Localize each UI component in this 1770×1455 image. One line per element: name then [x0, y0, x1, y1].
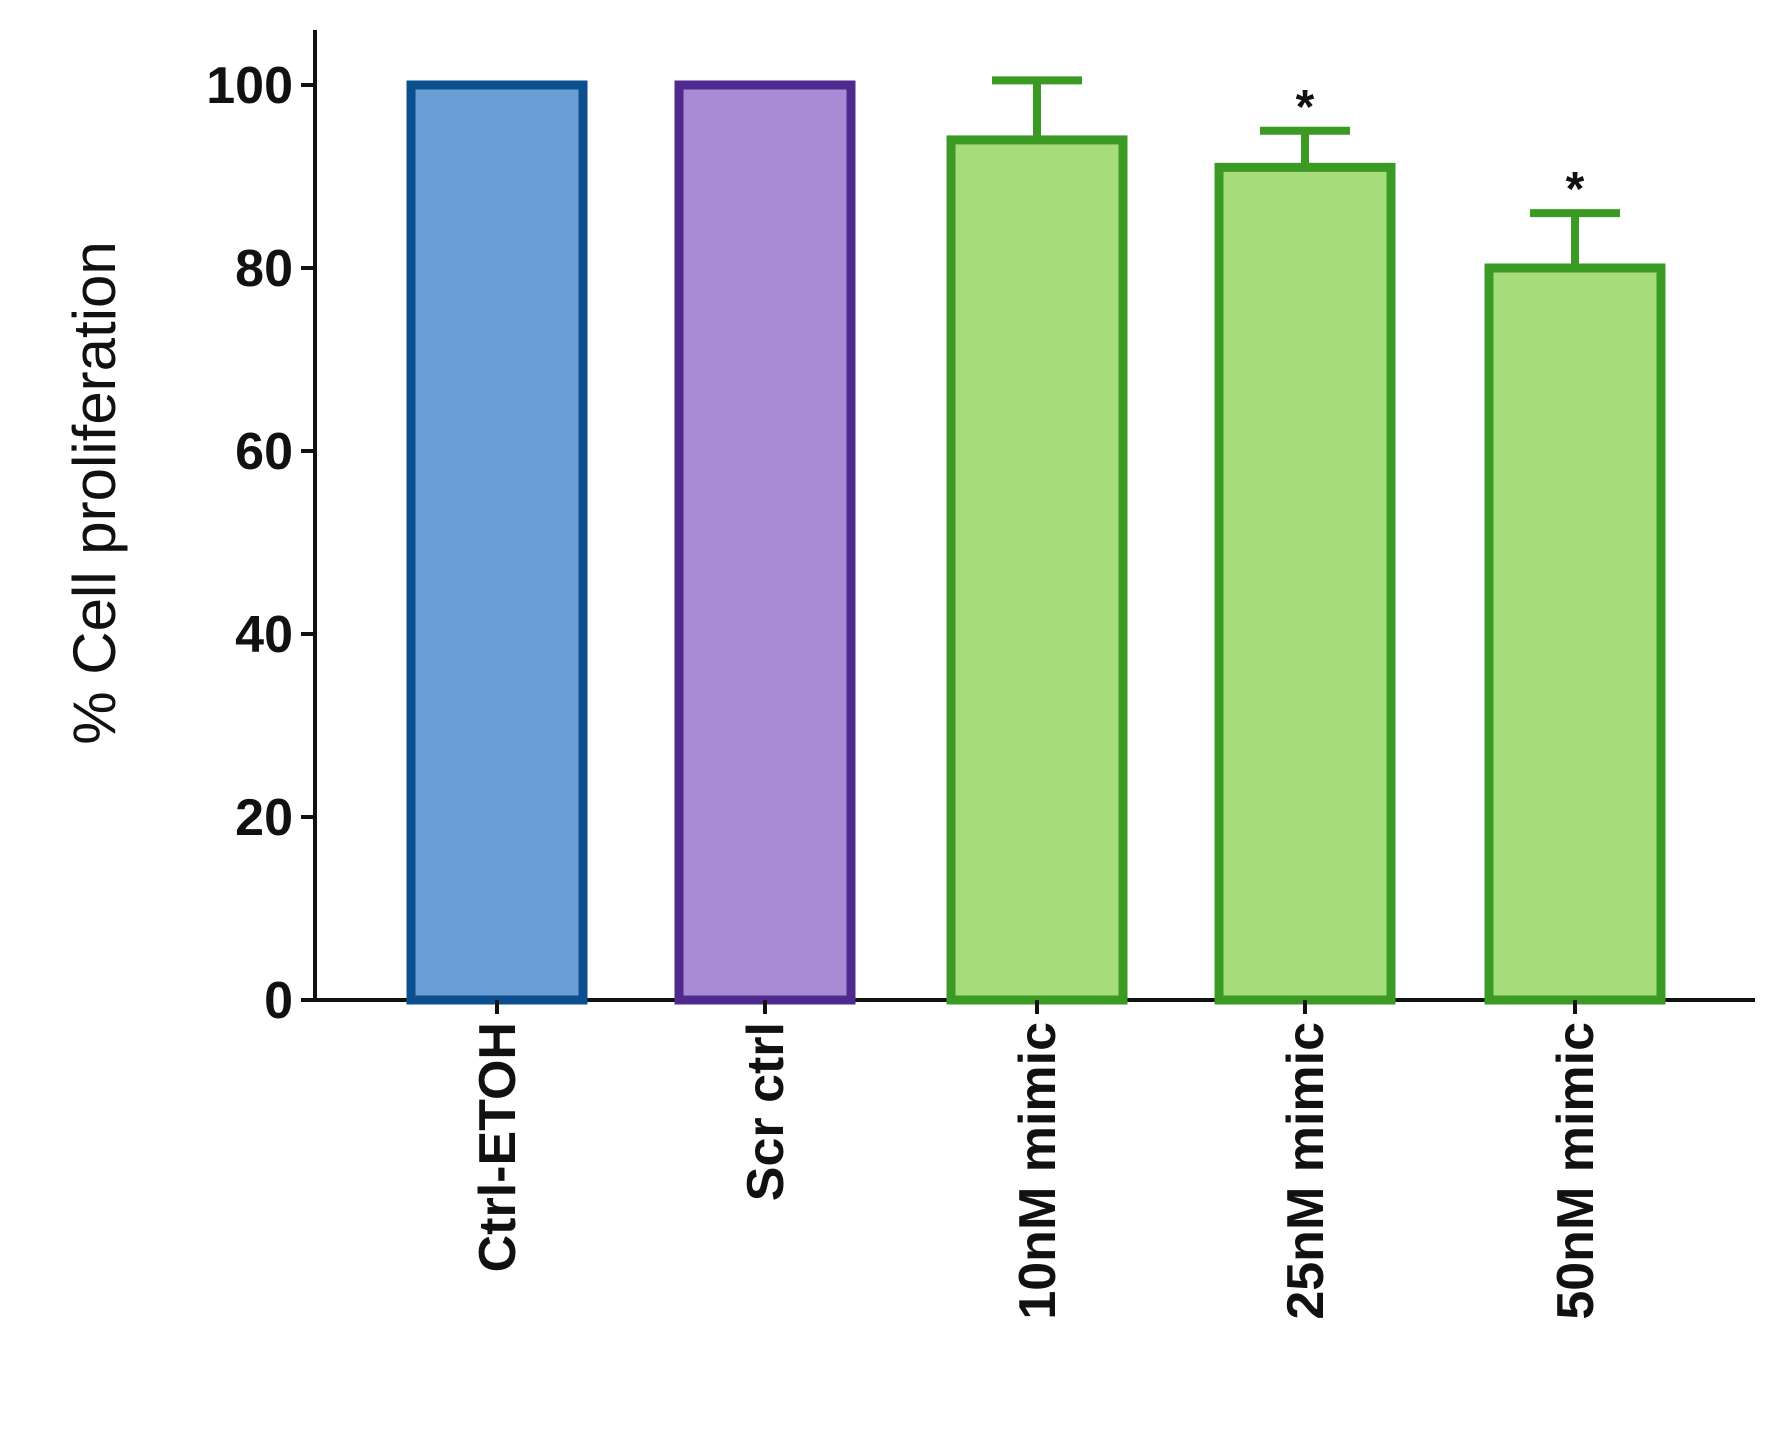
- y-tick-label: 100: [206, 57, 293, 115]
- x-tick-label: Scr ctrl: [737, 1022, 795, 1201]
- y-tick-label: 20: [235, 789, 293, 847]
- bars: [406, 80, 1666, 1005]
- x-tick-label: Ctrl-ETOH: [469, 1022, 527, 1272]
- bar: [946, 135, 1128, 1005]
- x-tick-label: 25nM mimic: [1277, 1022, 1335, 1320]
- y-axis-label: % Cell proliferation: [61, 241, 128, 745]
- y-tick-label: 80: [235, 240, 293, 298]
- bar: [674, 80, 856, 1005]
- significance-marker: *: [1566, 163, 1585, 216]
- significance-marker: *: [1296, 81, 1315, 134]
- x-axis-ticks: Ctrl-ETOH Scr ctrl 10nM mimic 25nM mimic 50n…: [469, 1000, 1605, 1320]
- y-tick-label: 0: [264, 972, 293, 1030]
- x-tick-label: 10nM mimic: [1009, 1022, 1067, 1320]
- x-tick-label: 50nM mimic: [1547, 1022, 1605, 1320]
- y-tick-label: 60: [235, 423, 293, 481]
- y-axis-ticks: 0 20 40 60 80 100: [206, 57, 315, 1030]
- bar: [1214, 162, 1396, 1005]
- error-bars: [992, 76, 1620, 268]
- significance-markers: **: [1296, 81, 1585, 216]
- bar: [406, 80, 588, 1005]
- bar: [1484, 263, 1666, 1005]
- y-tick-label: 40: [235, 606, 293, 664]
